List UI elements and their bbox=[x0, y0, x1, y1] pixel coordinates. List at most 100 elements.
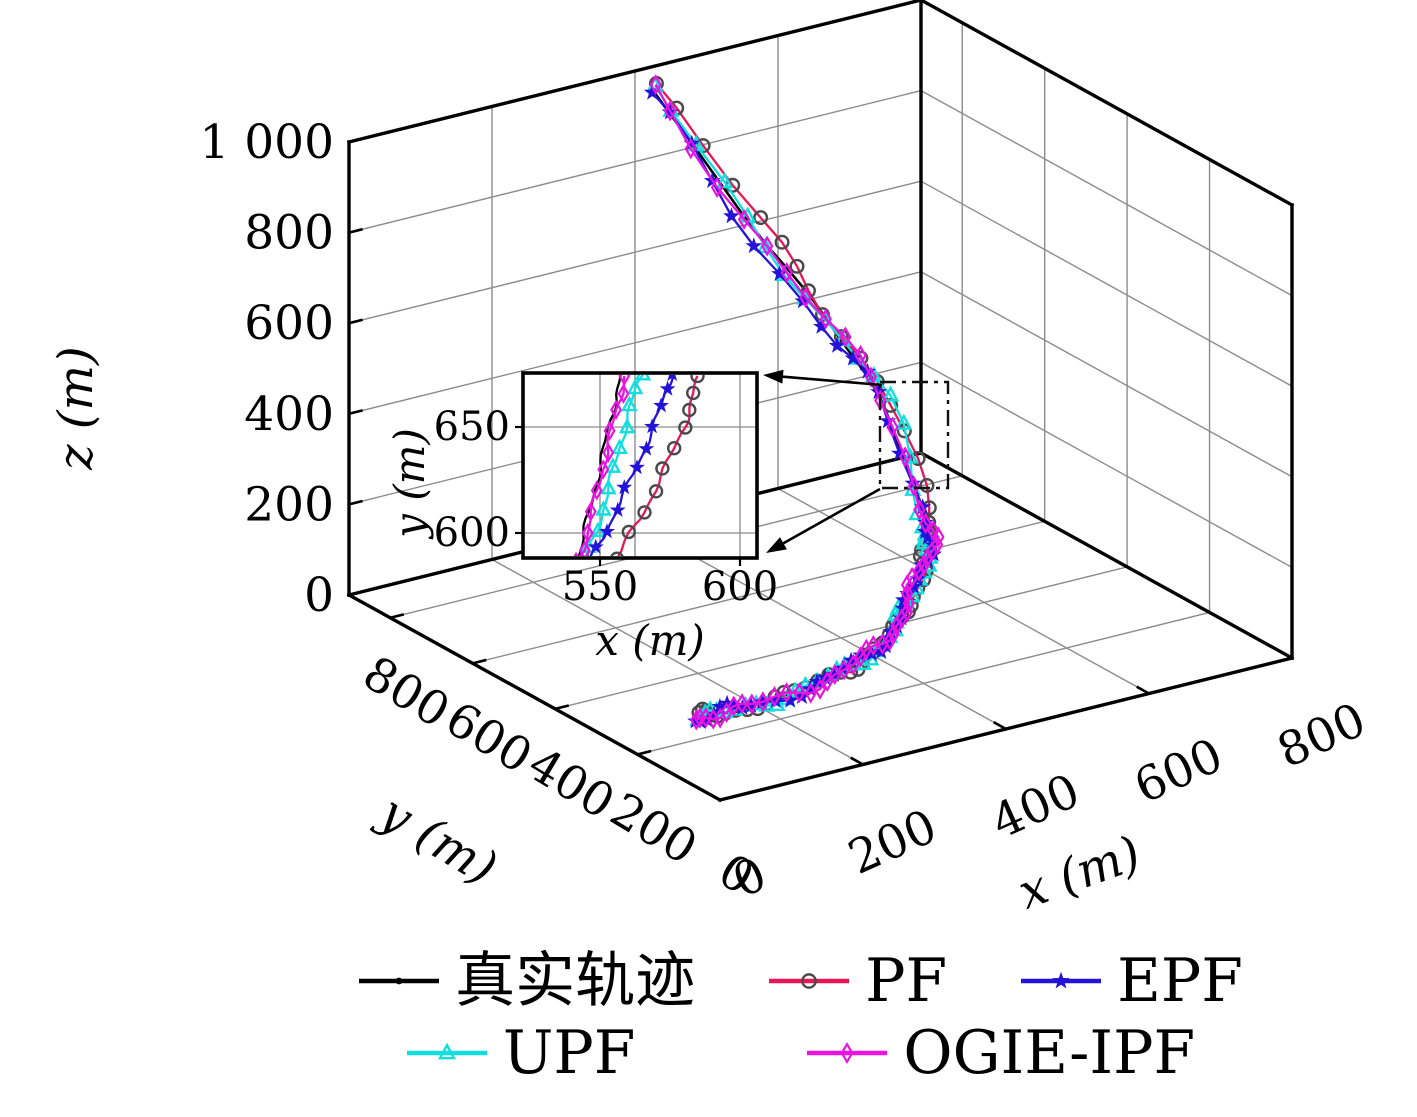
epf-star-marker bbox=[711, 698, 729, 714]
ogie-diamond-marker bbox=[745, 693, 758, 715]
ogie-diamond-marker bbox=[819, 308, 832, 330]
inset-series-真实轨迹 bbox=[577, 375, 622, 556]
epf-star-marker bbox=[609, 501, 626, 517]
upf-triangle-marker bbox=[618, 417, 636, 434]
legend-item-EPF: EPF bbox=[1019, 948, 1243, 1014]
ogie-diamond-marker bbox=[617, 383, 630, 404]
pf-circle-marker bbox=[833, 329, 849, 345]
callout-arrow-line bbox=[782, 487, 881, 545]
ogie-diamond-marker bbox=[900, 601, 914, 623]
ogie-diamond-marker bbox=[618, 375, 631, 387]
ogie-diamond-marker bbox=[710, 176, 724, 199]
legend-item-OGIE-IPF: OGIE-IPF bbox=[805, 1020, 1195, 1086]
ogie-diamond-marker bbox=[780, 262, 793, 284]
pf-circle-marker bbox=[753, 210, 769, 226]
y-tick bbox=[472, 658, 487, 665]
legend-row-2: UPF OGIE-IPF bbox=[185, 1020, 1415, 1086]
ogie-diamond-marker bbox=[727, 695, 740, 717]
upf-triangle-marker bbox=[600, 478, 617, 495]
pf-circle-marker bbox=[678, 420, 693, 435]
legend-label-OGIE-IPF: OGIE-IPF bbox=[903, 1018, 1196, 1088]
inset-series-EPF bbox=[587, 375, 678, 556]
ogie-diamond-marker bbox=[828, 663, 842, 685]
ogie-diamond-marker bbox=[690, 709, 703, 731]
inset-y-tick-label: 600 bbox=[434, 510, 510, 556]
z-tick bbox=[348, 409, 363, 416]
pf-circle-marker bbox=[682, 402, 697, 418]
render-root: 0 200 400 600 800020040060080002004006008001… bbox=[199, 0, 1374, 909]
ogie-diamond-marker bbox=[883, 630, 897, 652]
pf-circle-marker bbox=[690, 375, 705, 384]
x-tick bbox=[850, 756, 864, 766]
z-tick-label: 0 bbox=[304, 568, 334, 623]
ogie-diamond-marker bbox=[854, 344, 867, 367]
ogie-diamond-marker bbox=[663, 100, 677, 122]
grid-left-wall-z bbox=[348, 89, 922, 234]
ogie-diamond-marker bbox=[760, 235, 774, 257]
epf-star-marker bbox=[828, 336, 846, 353]
z-tick bbox=[348, 137, 363, 144]
inset-plot: 550 600 600 650 bbox=[434, 371, 778, 610]
upf-triangle-marker bbox=[881, 385, 900, 402]
epf-star-marker bbox=[852, 646, 870, 663]
ogie-diamond-marker bbox=[886, 416, 899, 438]
ogie-diamond-marker bbox=[735, 693, 749, 715]
ogie-diamond-marker bbox=[610, 399, 622, 421]
epf-star-marker bbox=[745, 237, 763, 254]
grid-right-wall-z bbox=[920, 89, 1293, 297]
inset-x-tick-label: 600 bbox=[702, 564, 778, 610]
axis-ticks: 0 200 400 600 800020040060080002004006008001… bbox=[199, 115, 1373, 909]
box-edge bbox=[346, 592, 723, 803]
pf-circle-marker bbox=[789, 258, 805, 274]
ogie-diamond-marker bbox=[684, 138, 697, 160]
epf-star-marker bbox=[638, 440, 655, 456]
ogie-diamond-marker bbox=[720, 701, 733, 723]
upf-triangle-marker bbox=[626, 378, 644, 395]
callout-arrowhead bbox=[766, 537, 787, 553]
ogie-diamond-marker bbox=[847, 654, 860, 676]
epf-star-marker bbox=[834, 659, 852, 676]
ogie-diamond-marker bbox=[864, 366, 878, 388]
pf-circle-marker bbox=[648, 484, 664, 499]
inset-x-axis-title: x (m) bbox=[595, 616, 705, 665]
ogie-diamond-marker bbox=[780, 682, 793, 704]
pf-circle-marker bbox=[801, 973, 817, 989]
ogie-diamond-marker bbox=[821, 670, 834, 692]
epf-star-marker bbox=[913, 556, 930, 573]
epf-star-marker bbox=[723, 207, 740, 224]
ogie-diamond-marker bbox=[932, 526, 945, 548]
ogie-diamond-marker bbox=[854, 646, 867, 668]
ogie-diamond-marker bbox=[581, 522, 594, 544]
legend-sample-triangle-icon bbox=[406, 1042, 487, 1060]
epf-star-marker bbox=[629, 459, 645, 475]
ogie-diamond-marker bbox=[578, 540, 591, 556]
inset-y-axis-title: y (m) bbox=[385, 428, 434, 540]
epf-star-marker bbox=[587, 538, 604, 554]
grid-floor-y bbox=[472, 520, 1045, 665]
ogie-diamond-marker bbox=[839, 326, 852, 348]
ogie-diamond-marker bbox=[890, 615, 903, 637]
z-tick bbox=[348, 318, 363, 325]
epf-star-marker bbox=[667, 375, 678, 381]
z-tick-label: 400 bbox=[244, 387, 334, 442]
epf-star-marker bbox=[919, 551, 937, 568]
pf-circle-marker bbox=[610, 551, 624, 556]
legend-item-UPF: UPF bbox=[405, 1020, 635, 1086]
inset-series-PF bbox=[610, 375, 705, 556]
box-edge bbox=[918, 450, 1295, 661]
epf-star-marker bbox=[919, 528, 937, 545]
epf-star-marker bbox=[813, 317, 830, 334]
ogie-diamond-marker bbox=[837, 659, 851, 681]
legend-label-PF: PF bbox=[865, 946, 948, 1016]
upf-triangle-marker bbox=[437, 1042, 456, 1060]
upf-triangle-marker bbox=[621, 395, 638, 412]
grid-floor-y bbox=[554, 566, 1128, 710]
pf-circle-marker bbox=[655, 461, 670, 476]
y-tick bbox=[389, 613, 405, 620]
epf-star-marker bbox=[895, 591, 912, 608]
ogie-diamond-marker bbox=[841, 1041, 854, 1065]
grid-right-wall-z bbox=[920, 271, 1293, 478]
upf-triangle-marker bbox=[901, 447, 919, 464]
z-axis-title: z (m) bbox=[48, 346, 104, 471]
